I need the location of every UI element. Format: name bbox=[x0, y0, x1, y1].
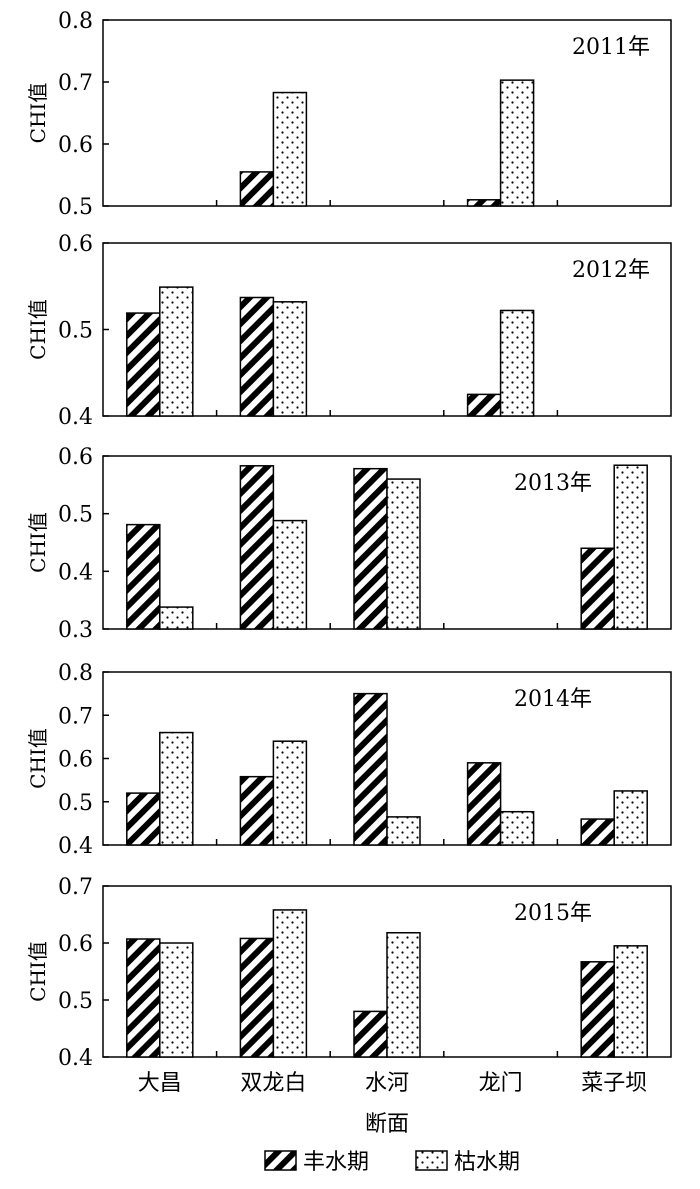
x-axis-label: 断面 bbox=[365, 1112, 409, 1137]
panel-0: 0.5 0.6 0.7 0.8 CHI值 2011年 bbox=[26, 9, 672, 220]
panel-3: 0.4 0.5 0.6 0.7 0.8 CHI值 2014年 bbox=[26, 661, 672, 859]
y-tick-label: 0.7 bbox=[58, 704, 93, 729]
bar-dry-season bbox=[159, 606, 194, 630]
y-tick-label: 0.7 bbox=[58, 71, 93, 96]
bar-dry-season bbox=[272, 301, 308, 417]
legend-swatch-dry-season bbox=[415, 1150, 448, 1171]
bar-wet-season bbox=[466, 199, 502, 207]
bar-wet-season bbox=[126, 938, 161, 1058]
y-tick-label: 0.6 bbox=[58, 748, 93, 773]
bar-dry-season bbox=[386, 816, 421, 846]
x-category-label: 大昌 bbox=[138, 1071, 182, 1096]
x-category-label: 双龙白 bbox=[240, 1071, 306, 1096]
bar-wet-season bbox=[126, 312, 161, 417]
y-tick-label: 0.6 bbox=[58, 133, 93, 158]
bar-wet-season bbox=[580, 818, 615, 846]
y-tick-label: 0.4 bbox=[58, 834, 93, 859]
bar-dry-season bbox=[613, 464, 648, 630]
bar-dry-season bbox=[272, 740, 308, 846]
bar-dry-season bbox=[272, 91, 308, 207]
y-axis-label: CHI值 bbox=[26, 512, 50, 573]
bar-dry-season bbox=[499, 810, 535, 846]
bar-wet-season bbox=[239, 171, 275, 207]
bar-wet-season bbox=[353, 467, 388, 630]
legend-swatch-wet-season bbox=[264, 1150, 297, 1171]
bar-dry-season bbox=[159, 942, 194, 1058]
x-category-label: 菜子坝 bbox=[581, 1071, 647, 1096]
bar-wet-season bbox=[239, 296, 275, 417]
y-axis-label: CHI值 bbox=[26, 299, 50, 360]
x-category-label: 水河 bbox=[365, 1071, 409, 1096]
bar-wet-season bbox=[466, 762, 502, 846]
bar-dry-season bbox=[499, 309, 535, 417]
legend-label: 丰水期 bbox=[303, 1150, 369, 1175]
bar-wet-season bbox=[580, 547, 615, 630]
y-axis-label: CHI值 bbox=[26, 83, 50, 144]
plot-frame bbox=[102, 19, 672, 207]
legend: 丰水期 枯水期 bbox=[264, 1150, 520, 1175]
legend-label: 枯水期 bbox=[454, 1150, 520, 1175]
panel-2: 0.3 0.4 0.5 0.6 CHI值 2013年 bbox=[26, 445, 672, 643]
y-tick-label: 0.4 bbox=[58, 560, 93, 585]
bar-wet-season bbox=[353, 692, 388, 846]
panel-4: 0.4 0.5 0.6 0.7 CHI值 2015年 bbox=[26, 875, 672, 1071]
bar-wet-season bbox=[353, 1010, 388, 1058]
y-tick-label: 0.4 bbox=[58, 405, 93, 430]
x-category-label: 龙门 bbox=[479, 1071, 523, 1096]
y-tick-label: 0.8 bbox=[58, 661, 93, 686]
y-tick-label: 0.5 bbox=[58, 989, 93, 1014]
y-tick-label: 0.5 bbox=[58, 503, 93, 528]
y-tick-label: 0.5 bbox=[58, 319, 93, 344]
y-tick-label: 0.3 bbox=[58, 618, 93, 643]
bar-dry-season bbox=[159, 731, 194, 846]
y-tick-label: 0.7 bbox=[58, 875, 93, 900]
y-tick-label: 0.6 bbox=[58, 445, 93, 470]
bar-wet-season bbox=[466, 393, 502, 417]
bar-dry-season bbox=[386, 478, 421, 630]
y-tick-label: 0.5 bbox=[58, 791, 93, 816]
bar-dry-season bbox=[386, 931, 421, 1058]
bar-wet-season bbox=[126, 523, 161, 630]
bar-wet-season bbox=[126, 792, 161, 846]
y-tick-label: 0.6 bbox=[58, 932, 93, 957]
y-axis-label: CHI值 bbox=[26, 941, 50, 1002]
panel-title: 2011年 bbox=[572, 35, 650, 60]
bar-dry-season bbox=[159, 286, 194, 417]
y-tick-label: 0.5 bbox=[58, 195, 93, 220]
panel-title: 2012年 bbox=[572, 258, 650, 283]
bar-wet-season bbox=[239, 465, 275, 630]
bar-dry-season bbox=[613, 790, 648, 846]
y-axis-label: CHI值 bbox=[26, 728, 50, 789]
panel-title: 2014年 bbox=[514, 687, 592, 712]
bar-wet-season bbox=[239, 937, 275, 1058]
panel-title: 2015年 bbox=[514, 901, 592, 926]
bar-wet-season bbox=[239, 775, 275, 846]
y-tick-label: 0.4 bbox=[58, 1046, 93, 1071]
y-tick-label: 0.6 bbox=[58, 232, 93, 257]
panel-1: 0.4 0.5 0.6 CHI值 2012年 bbox=[26, 232, 672, 430]
bar-wet-season bbox=[580, 961, 615, 1058]
bar-dry-season bbox=[613, 945, 648, 1058]
bar-dry-season bbox=[272, 519, 308, 630]
panel-title: 2013年 bbox=[514, 471, 592, 496]
bar-dry-season bbox=[272, 909, 308, 1058]
bar-dry-season bbox=[499, 79, 535, 207]
y-tick-label: 0.8 bbox=[58, 9, 93, 34]
